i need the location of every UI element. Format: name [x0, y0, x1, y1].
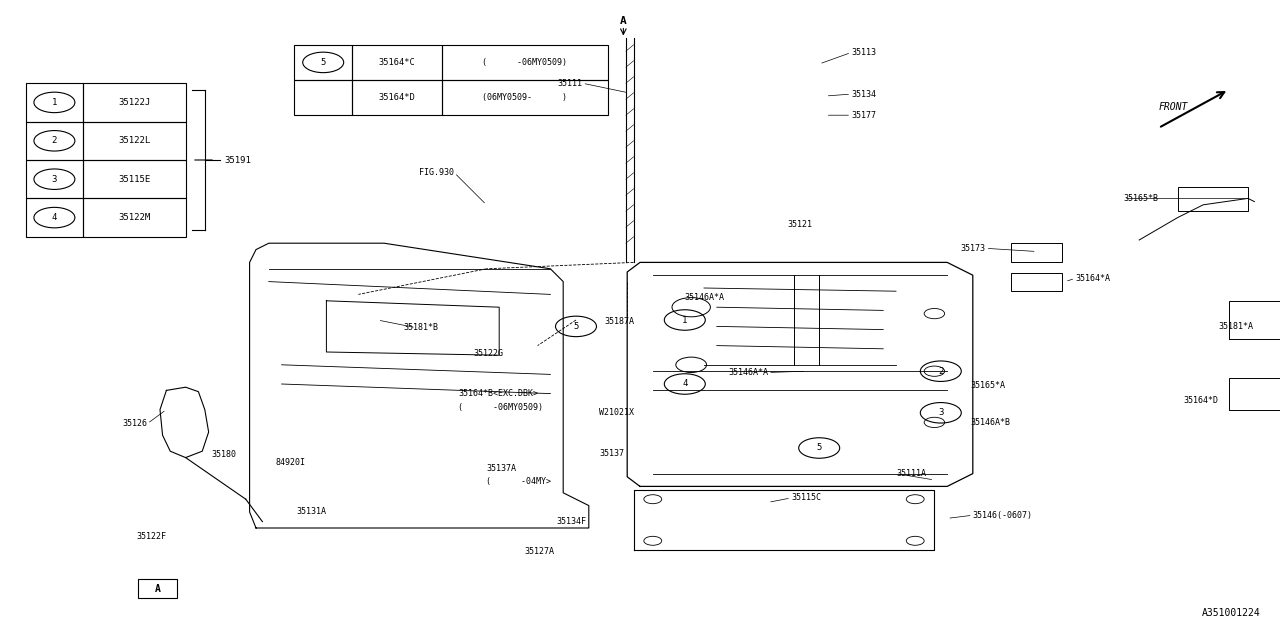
Bar: [1011, 243, 1062, 262]
Text: (      -06MY0509): ( -06MY0509): [483, 58, 567, 67]
Text: 4: 4: [51, 213, 58, 222]
Text: (      -06MY0509): ( -06MY0509): [458, 403, 543, 412]
Text: 35181*B: 35181*B: [403, 323, 438, 332]
Text: 35113: 35113: [851, 48, 877, 57]
Bar: [442, 80, 608, 115]
Text: 2: 2: [51, 136, 58, 145]
Text: 35173: 35173: [960, 244, 986, 253]
Bar: [1229, 301, 1280, 339]
Text: 35191: 35191: [224, 156, 251, 164]
Text: 35177: 35177: [851, 111, 877, 120]
Bar: [26, 198, 83, 237]
Text: 35181*A: 35181*A: [1219, 322, 1253, 331]
Text: 35127A: 35127A: [525, 547, 554, 556]
Text: 35165*B: 35165*B: [1124, 194, 1158, 203]
Text: 3: 3: [51, 175, 58, 184]
Text: 35115E: 35115E: [118, 175, 151, 184]
Text: 84920I: 84920I: [275, 458, 305, 467]
Text: 5: 5: [320, 58, 326, 67]
Text: 5: 5: [573, 322, 579, 331]
Text: 35126: 35126: [122, 419, 147, 428]
Text: A351001224: A351001224: [1202, 607, 1261, 618]
Text: 35134F: 35134F: [557, 517, 586, 526]
Text: 35137A: 35137A: [486, 464, 516, 473]
Text: 35180: 35180: [211, 450, 237, 459]
Text: W21021X: W21021X: [599, 408, 634, 417]
Text: 35121: 35121: [787, 220, 813, 228]
Text: (      -04MY>: ( -04MY>: [486, 477, 552, 486]
Text: 5: 5: [817, 444, 822, 452]
Text: 35122F: 35122F: [137, 532, 166, 541]
Text: 4: 4: [682, 380, 687, 388]
Text: 35164*C: 35164*C: [379, 58, 415, 67]
Bar: [294, 80, 352, 115]
Bar: [83, 83, 186, 122]
Bar: [26, 83, 83, 122]
Text: 2: 2: [938, 367, 943, 376]
Bar: [294, 45, 352, 80]
Text: 35111A: 35111A: [896, 469, 925, 478]
Text: 35146(-0607): 35146(-0607): [973, 511, 1033, 520]
Text: 35122J: 35122J: [118, 98, 151, 107]
Bar: [83, 198, 186, 237]
Bar: [83, 122, 186, 160]
Bar: [352, 80, 442, 115]
Bar: [138, 579, 177, 598]
Bar: [352, 45, 442, 80]
Text: A: A: [620, 16, 627, 26]
Text: 35164*D: 35164*D: [1184, 396, 1219, 404]
Text: 35165*A: 35165*A: [970, 381, 1005, 390]
Text: 35115C: 35115C: [791, 493, 820, 502]
Text: 1: 1: [51, 98, 58, 107]
Text: 35187A: 35187A: [604, 317, 634, 326]
Text: 35134: 35134: [851, 90, 877, 99]
Bar: [83, 160, 186, 198]
Text: 35146A*A: 35146A*A: [685, 293, 724, 302]
Text: 35131A: 35131A: [297, 508, 326, 516]
Text: 35122G: 35122G: [474, 349, 503, 358]
Bar: [26, 122, 83, 160]
Text: 35137: 35137: [599, 449, 625, 458]
Text: FIG.930: FIG.930: [420, 168, 454, 177]
Text: A: A: [155, 584, 160, 594]
Bar: [26, 160, 83, 198]
Text: 35164*B<EXC.DBK>: 35164*B<EXC.DBK>: [458, 389, 539, 398]
Bar: [1178, 187, 1248, 211]
Text: (06MY0509-      ): (06MY0509- ): [483, 93, 567, 102]
Text: 3: 3: [938, 408, 943, 417]
Text: 35111: 35111: [557, 79, 582, 88]
Bar: [442, 45, 608, 80]
Text: 35122M: 35122M: [118, 213, 151, 222]
Text: 1: 1: [682, 316, 687, 324]
Text: 35122L: 35122L: [118, 136, 151, 145]
Text: 35146A*B: 35146A*B: [970, 418, 1010, 427]
Text: 35164*A: 35164*A: [1075, 274, 1110, 283]
Text: 35164*D: 35164*D: [379, 93, 415, 102]
Bar: [1011, 273, 1062, 291]
Bar: [1229, 378, 1280, 410]
Text: 35146A*A: 35146A*A: [728, 368, 768, 377]
Text: FRONT: FRONT: [1158, 102, 1188, 112]
